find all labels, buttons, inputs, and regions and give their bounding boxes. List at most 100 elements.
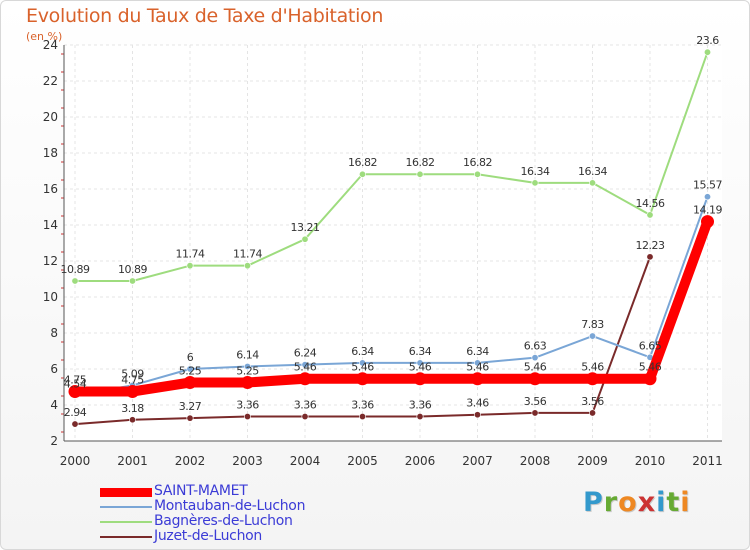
y-tick-label: 22 — [43, 74, 58, 88]
x-tick-label: 2001 — [117, 454, 148, 468]
data-point-3 — [588, 409, 596, 417]
data-point-3 — [646, 253, 654, 261]
data-point-1 — [416, 359, 424, 367]
y-tick-label: 10 — [43, 290, 58, 304]
data-label-2: 16.82 — [463, 156, 492, 169]
data-point-0 — [126, 385, 139, 398]
x-tick-label: 2010 — [635, 454, 666, 468]
data-label-3: 3.36 — [236, 399, 259, 412]
data-point-0 — [643, 372, 657, 386]
y-tick-label: 18 — [43, 146, 58, 160]
data-label-3: 3.36 — [409, 399, 432, 412]
data-label-2: 10.89 — [118, 263, 147, 276]
series-line-1 — [74, 195, 709, 397]
data-point-2 — [244, 262, 252, 270]
data-point-3 — [71, 420, 79, 428]
data-label-0: 14.19 — [693, 204, 722, 217]
data-point-3 — [416, 413, 424, 421]
legend-label: SAINT-MAMET — [154, 483, 248, 499]
data-label-1: 4.54 — [64, 377, 87, 390]
data-point-3 — [244, 413, 252, 421]
data-point-0 — [471, 372, 484, 386]
data-point-2 — [301, 235, 309, 243]
data-label-1: 5.09 — [121, 367, 144, 380]
x-tick-label: 2000 — [60, 454, 91, 468]
y-tick-label: 12 — [43, 254, 58, 268]
data-label-1: 6.65 — [639, 339, 662, 352]
x-tick-label: 2009 — [577, 454, 608, 468]
data-label-1: 15.57 — [693, 179, 722, 192]
data-label-0: 5.46 — [294, 361, 317, 374]
data-point-2 — [186, 262, 194, 270]
y-tick-label: 8 — [50, 326, 58, 340]
data-label-2: 10.89 — [61, 263, 90, 276]
data-label-1: 6.24 — [294, 347, 317, 360]
data-point-0 — [701, 215, 714, 229]
y-tick-label: 6 — [50, 362, 58, 376]
series-line-0 — [70, 216, 713, 397]
data-point-1 — [301, 361, 309, 369]
data-label-1: 6.14 — [236, 348, 259, 361]
data-point-2 — [703, 48, 711, 56]
data-point-1 — [588, 332, 596, 340]
data-point-0 — [298, 372, 312, 386]
data-point-2 — [416, 170, 424, 178]
data-label-2: 16.82 — [406, 156, 435, 169]
chart-title: Evolution du Taux de Taxe d'Habitation — [26, 5, 384, 27]
data-label-2: 11.74 — [176, 248, 205, 261]
data-point-2 — [71, 277, 79, 285]
legend-label: Bagnères-de-Luchon — [154, 513, 293, 529]
legend-label: Juzet-de-Luchon — [154, 528, 262, 544]
data-label-2: 11.74 — [233, 248, 262, 261]
y-tick-label: 14 — [43, 218, 58, 232]
data-label-0: 5.46 — [639, 361, 662, 374]
data-label-2: 16.34 — [521, 165, 550, 178]
data-label-0: 5.46 — [524, 361, 547, 374]
data-point-0 — [68, 385, 82, 398]
data-point-3 — [301, 413, 309, 421]
legend-swatch — [100, 521, 152, 523]
data-point-0 — [413, 372, 427, 386]
data-label-0: 5.46 — [581, 361, 604, 374]
data-label-1: 7.83 — [581, 318, 604, 331]
data-point-1 — [358, 359, 366, 367]
data-label-3: 12.23 — [636, 239, 665, 252]
data-point-0 — [528, 372, 542, 386]
data-label-2: 16.82 — [348, 156, 377, 169]
chart-subtitle: (en %) — [26, 30, 63, 43]
data-label-2: 14.56 — [636, 197, 665, 210]
y-tick-label: 4 — [50, 398, 58, 412]
data-label-2: 23.6 — [696, 34, 719, 47]
data-point-3 — [531, 409, 539, 417]
data-label-3: 3.36 — [351, 399, 374, 412]
data-label-1: 6.34 — [351, 345, 374, 358]
legend-swatch — [100, 506, 152, 508]
proxiti-logo: Proxiti — [583, 487, 691, 518]
data-label-0: 5.46 — [409, 361, 432, 374]
series-line-2 — [74, 51, 709, 282]
data-point-1 — [531, 354, 539, 362]
x-tick-label: 2006 — [405, 454, 436, 468]
data-point-2 — [473, 170, 481, 178]
data-label-0: 5.25 — [179, 365, 202, 378]
data-label-0: 5.46 — [466, 361, 489, 374]
x-tick-label: 2011 — [692, 454, 723, 468]
data-label-1: 6.34 — [409, 345, 432, 358]
data-label-3: 3.56 — [581, 395, 604, 408]
legend-label: Montauban-de-Luchon — [154, 498, 306, 514]
data-label-3: 3.56 — [524, 395, 547, 408]
data-point-0 — [241, 376, 254, 389]
data-label-0: 5.46 — [351, 361, 374, 374]
data-label-3: 2.94 — [64, 406, 87, 419]
x-tick-label: 2008 — [520, 454, 551, 468]
data-label-1: 6.34 — [466, 345, 489, 358]
x-tick-label: 2007 — [462, 454, 493, 468]
data-point-2 — [588, 179, 596, 187]
x-tick-label: 2002 — [175, 454, 206, 468]
y-tick-label: 2 — [50, 434, 58, 448]
data-point-1 — [186, 365, 194, 373]
data-label-3: 3.46 — [466, 397, 489, 410]
y-tick-label: 24 — [43, 38, 58, 52]
x-tick-label: 2003 — [232, 454, 263, 468]
